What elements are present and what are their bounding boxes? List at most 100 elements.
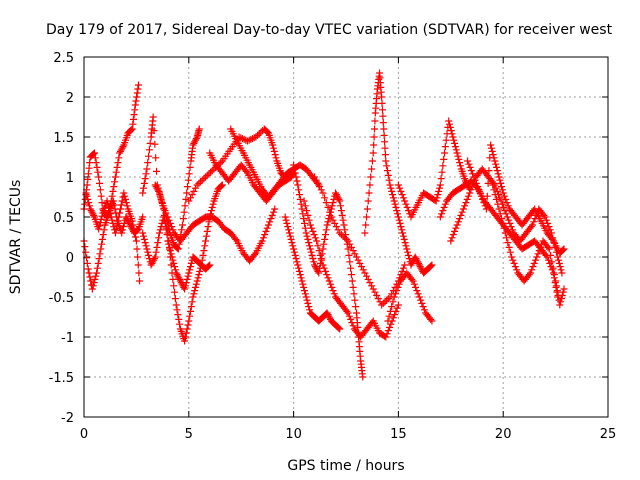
data-point [508,226,516,234]
data-point [509,256,517,264]
data-point [530,259,538,267]
data-point [555,256,563,264]
data-point [390,197,398,205]
data-point [124,218,132,226]
data-point [316,183,324,191]
data-point [176,275,184,283]
data-point [185,197,193,205]
data-point [164,237,172,245]
data-point [185,269,193,277]
data-point [128,217,136,225]
y-tick-label: 0.5 [53,211,74,226]
data-point [297,274,305,282]
data-point [217,183,225,191]
data-point [176,320,184,328]
data-point [319,245,327,253]
data-point [348,277,356,285]
data-point [86,205,94,213]
plot-frame [83,56,609,418]
data-point [166,247,174,255]
data-point [181,337,189,345]
data-point [192,280,200,288]
data-point [495,205,503,213]
y-tick-label: 2 [66,91,74,106]
data-point [97,215,105,223]
data-point [119,226,127,234]
data-point [176,277,184,285]
data-point [323,271,331,279]
data-point [545,223,553,231]
data-point [305,239,313,247]
data-point [548,266,556,274]
data-point [560,245,568,253]
data-point [454,152,462,160]
data-point [204,263,212,271]
data-point [303,296,311,304]
data-point [384,327,392,335]
data-point [108,216,116,224]
data-point [150,255,158,263]
data-point [495,173,503,181]
data-point [296,271,304,279]
data-point [383,330,391,338]
data-point [513,266,521,274]
data-point [346,258,354,266]
data-point [153,167,161,175]
data-point [420,306,428,314]
data-point [300,287,308,295]
data-point [533,253,541,261]
data-point [503,234,511,242]
data-point [238,135,246,143]
data-point [392,203,400,211]
data-point [186,163,194,171]
data-point [359,266,367,274]
data-point [95,173,103,181]
data-point [315,269,323,277]
data-point [409,277,417,285]
data-point [315,247,323,255]
data-point [390,293,398,301]
data-point [301,202,309,210]
data-point [414,290,422,298]
data-point [93,163,101,171]
data-point [347,264,355,272]
data-point [155,229,163,237]
data-point [129,115,137,123]
data-point [181,285,189,293]
data-point [118,229,126,237]
data-point [186,266,194,274]
data-point [311,263,319,271]
data-point [262,227,270,235]
data-point [133,245,141,253]
data-point [550,271,558,279]
data-point [301,224,309,232]
data-point [183,275,191,283]
data-point [466,163,474,171]
data-point [118,144,126,152]
data-point [414,258,422,266]
data-point [408,275,416,283]
data-point [305,303,313,311]
data-point [183,189,191,197]
data-point [159,202,167,210]
data-point [394,301,402,309]
data-point [371,288,379,296]
data-point [270,147,278,155]
data-point [388,187,396,195]
data-point [122,213,130,221]
data-point [527,223,535,231]
data-point [252,133,260,141]
data-point [190,139,198,147]
data-point [150,256,158,264]
data-point [140,232,148,240]
data-point [300,219,308,227]
data-point [103,197,111,205]
data-point [174,311,182,319]
data-point [336,197,344,205]
data-point [180,208,188,216]
data-point [171,266,179,274]
data-point [186,307,194,315]
data-point [401,239,409,247]
data-point [129,120,137,128]
data-point [168,223,176,231]
